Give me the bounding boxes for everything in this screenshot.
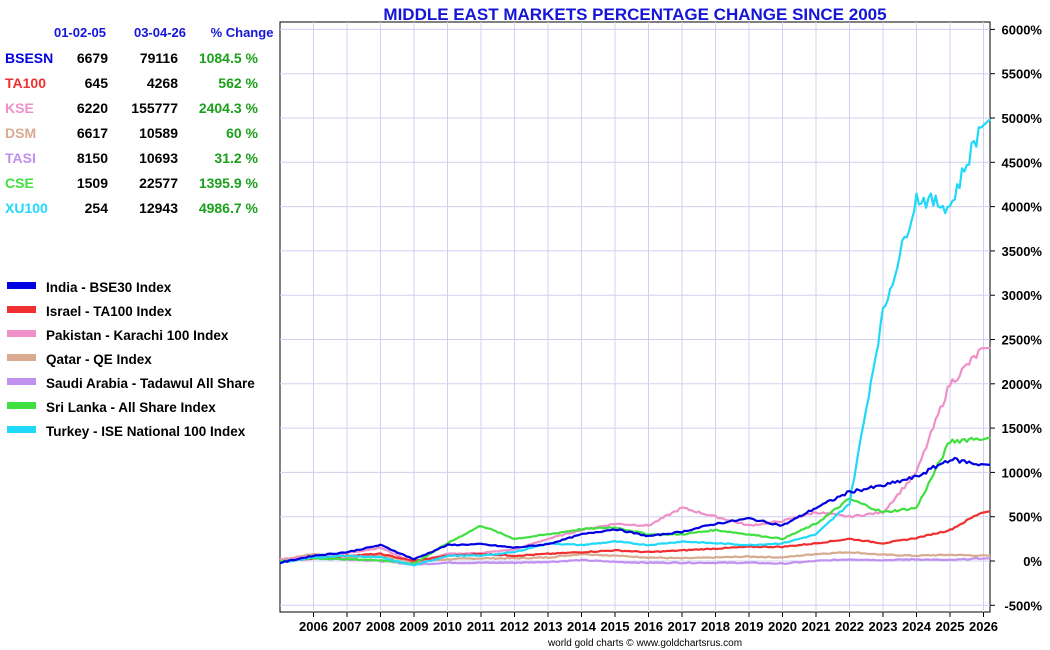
legend-label: Qatar - QE Index	[46, 352, 152, 367]
table-end-value: 10693	[139, 150, 178, 166]
series-line-4	[279, 551, 991, 564]
legend-swatch	[7, 282, 36, 289]
legend-swatch	[7, 306, 36, 313]
table-header: % Change	[211, 25, 274, 40]
table-start-value: 254	[85, 200, 109, 216]
x-axis: 2006 2007 2008 2009 2010 2011 2012 2013 2014 2015…	[299, 612, 998, 634]
table-code: DSM	[5, 125, 36, 141]
table-start-value: 645	[85, 75, 109, 91]
legend-label: Saudi Arabia - Tadawul All Share	[46, 376, 255, 391]
x-tick-label: 2008	[366, 619, 395, 634]
y-tick-label: 3000%	[1002, 288, 1043, 303]
legend-label: Pakistan - Karachi 100 Index	[46, 328, 229, 343]
y-tick-label: 4500%	[1002, 155, 1043, 170]
x-tick-label: 2014	[567, 619, 597, 634]
x-tick-label: 2019	[735, 619, 764, 634]
chart-title: MIDDLE EAST MARKETS PERCENTAGE CHANGE SI…	[383, 5, 886, 24]
x-tick-label: 2018	[701, 619, 730, 634]
y-tick-label: 1000%	[1002, 465, 1043, 480]
y-tick-label: 4000%	[1002, 200, 1043, 215]
table-change-value: 1084.5 %	[199, 50, 259, 66]
y-tick-label: 5000%	[1002, 111, 1043, 126]
legend-swatch	[7, 426, 36, 433]
table-end-value: 22577	[139, 175, 178, 191]
table-code: TASI	[5, 150, 36, 166]
legend-label: Israel - TA100 Index	[46, 304, 172, 319]
legend-swatch	[7, 330, 36, 337]
y-tick-label: 2500%	[1002, 333, 1043, 348]
y-tick-label: 6000%	[1002, 22, 1043, 37]
y-tick-label: -500%	[1004, 598, 1042, 613]
y-tick-label: 1500%	[1002, 421, 1043, 436]
x-tick-label: 2011	[467, 619, 495, 634]
table-change-value: 4986.7 %	[199, 200, 259, 216]
table-code: TA100	[5, 75, 46, 91]
legend-swatch	[7, 354, 36, 361]
x-tick-label: 2006	[299, 619, 328, 634]
x-tick-label: 2012	[500, 619, 529, 634]
table-end-value: 10589	[139, 125, 178, 141]
x-tick-label: 2016	[634, 619, 663, 634]
table-change-value: 1395.9 %	[199, 175, 259, 191]
legend-label: India - BSE30 Index	[46, 280, 172, 295]
table-code: BSESN	[5, 50, 53, 66]
y-axis: -500% 0% 500% 1000% 1500% 2000% 2500% 3000% 3500…	[990, 22, 1042, 613]
x-tick-label: 2023	[869, 619, 898, 634]
table-end-value: 79116	[140, 50, 178, 66]
y-tick-label: 500%	[1009, 510, 1043, 525]
table-end-value: 12943	[139, 200, 178, 216]
summary-table: 01-02-05 03-04-26 % Change BSESN 6679 79116 10…	[5, 25, 273, 216]
series-line-3	[279, 346, 991, 564]
y-tick-label: 2000%	[1002, 377, 1043, 392]
x-tick-label: 2020	[768, 619, 797, 634]
table-start-value: 6617	[77, 125, 108, 141]
x-tick-label: 2013	[534, 619, 563, 634]
y-tick-label: 3500%	[1002, 244, 1043, 259]
x-tick-label: 2009	[400, 619, 429, 634]
series-lines	[279, 118, 991, 567]
x-tick-label: 2022	[835, 619, 864, 634]
table-code: KSE	[5, 100, 34, 116]
series-line-2	[279, 510, 991, 563]
x-tick-label: 2017	[668, 619, 697, 634]
y-tick-label: 5500%	[1002, 67, 1043, 82]
legend: India - BSE30 Index Israel - TA100 Index P…	[7, 280, 255, 439]
table-header: 01-02-05	[54, 25, 106, 40]
table-start-value: 6220	[77, 100, 108, 116]
table-start-value: 6679	[77, 50, 108, 66]
x-tick-label: 2026	[969, 619, 998, 634]
x-tick-label: 2025	[936, 619, 965, 634]
table-change-value: 31.2 %	[214, 150, 258, 166]
x-tick-label: 2007	[333, 619, 362, 634]
y-tick-label: 0%	[1023, 554, 1042, 569]
table-change-value: 60 %	[226, 125, 258, 141]
legend-label: Sri Lanka - All Share Index	[46, 400, 216, 415]
footer-credit: world gold charts © www.goldchartsrus.co…	[547, 638, 742, 649]
x-tick-label: 2021	[802, 619, 831, 634]
table-end-value: 155777	[131, 100, 178, 116]
table-code: XU100	[5, 200, 48, 216]
x-tick-label: 2024	[902, 619, 932, 634]
legend-label: Turkey - ISE National 100 Index	[46, 424, 246, 439]
table-start-value: 8150	[77, 150, 108, 166]
grid	[280, 22, 990, 612]
x-tick-label: 2010	[433, 619, 462, 634]
series-line-1	[279, 456, 991, 565]
series-line-7	[279, 118, 991, 567]
table-header: 03-04-26	[134, 25, 186, 40]
table-code: CSE	[5, 175, 34, 191]
legend-swatch	[7, 378, 36, 385]
table-start-value: 1509	[77, 175, 108, 191]
table-change-value: 562 %	[218, 75, 258, 91]
table-change-value: 2404.3 %	[199, 100, 259, 116]
legend-swatch	[7, 402, 36, 409]
table-end-value: 4268	[147, 75, 178, 91]
x-tick-label: 2015	[601, 619, 630, 634]
